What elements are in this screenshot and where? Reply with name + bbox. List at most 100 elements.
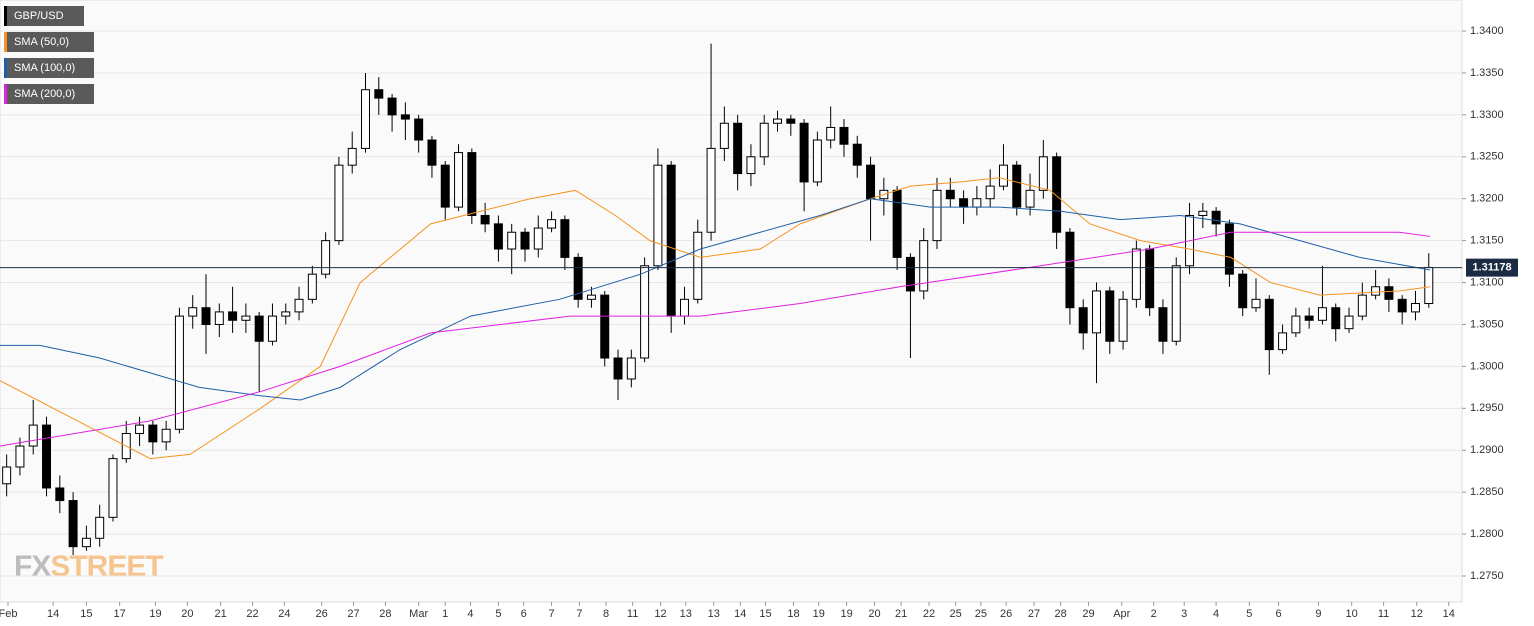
legend-box — [4, 6, 84, 26]
x-tick-label: 11 — [627, 608, 638, 620]
candle-body — [1397, 298, 1407, 313]
x-tick-label: 2 — [1151, 608, 1157, 620]
candle-body — [1105, 290, 1115, 342]
y-tick-label: 1.2950 — [1470, 402, 1504, 414]
candle-body — [1238, 273, 1248, 309]
x-tick-label: 6 — [1276, 608, 1282, 620]
candle-body — [679, 298, 689, 317]
x-tick-label: Apr — [1113, 608, 1130, 620]
candle-body — [507, 231, 517, 250]
x-tick-label: Feb — [0, 608, 17, 620]
x-tick-label: 27 — [1028, 608, 1040, 620]
x-tick-label: 21 — [215, 608, 227, 620]
candle-body — [786, 118, 796, 124]
candle-body — [294, 298, 304, 313]
candle-body — [1052, 156, 1062, 233]
candle-body — [321, 240, 331, 275]
candle-body — [520, 231, 530, 250]
y-tick-label: 1.3300 — [1470, 109, 1504, 121]
candle-body — [640, 265, 650, 359]
candle-body — [1278, 332, 1288, 351]
candle-body — [480, 214, 490, 225]
candle-body — [666, 164, 676, 317]
candle-body — [573, 256, 583, 300]
x-tick-label: 8 — [603, 608, 609, 620]
x-tick-label: 27 — [347, 608, 359, 620]
x-tick-label: 9 — [1315, 608, 1321, 620]
legend-label: SMA (50,0) — [14, 36, 69, 48]
x-tick-label: 4 — [467, 608, 473, 620]
y-tick-label: 1.3200 — [1470, 193, 1504, 205]
candle-body — [719, 122, 729, 149]
candle-body — [985, 185, 995, 200]
candle-body — [28, 424, 38, 447]
legend-label: GBP/USD — [14, 10, 64, 22]
legend-swatch — [4, 6, 7, 26]
candle-body — [42, 424, 52, 489]
candle-body — [905, 256, 915, 292]
x-tick-label: 26 — [1000, 608, 1012, 620]
x-tick-label: 20 — [181, 608, 193, 620]
candle-body — [241, 315, 251, 321]
candle-body — [1131, 248, 1141, 300]
candle-body — [1078, 307, 1088, 334]
candle-body — [932, 189, 942, 242]
candle-body — [440, 164, 450, 208]
x-tick-label: 5 — [1246, 608, 1252, 620]
y-tick-label: 1.2900 — [1470, 444, 1504, 456]
candle-body — [81, 537, 91, 548]
candle-body — [1371, 286, 1381, 296]
candle-body — [959, 198, 969, 208]
candle-body — [1118, 298, 1128, 342]
candle-body — [560, 219, 570, 258]
candle-body — [334, 164, 344, 242]
candle-body — [400, 114, 410, 120]
watermark: FXSTREET — [14, 550, 163, 583]
x-tick-label: 14 — [734, 608, 746, 620]
candle-body — [812, 139, 822, 183]
candle-body — [1317, 307, 1327, 321]
candle-body — [892, 189, 902, 258]
x-tick-label: 15 — [80, 608, 92, 620]
x-tick-label: 24 — [278, 608, 290, 620]
x-tick-label: 25 — [975, 608, 987, 620]
x-tick-label: 28 — [379, 608, 391, 620]
candle-body — [1145, 248, 1155, 309]
x-tick-label: Mar — [409, 608, 428, 620]
candle-body — [653, 164, 663, 267]
watermark-fx: FX — [14, 550, 51, 583]
candle-body — [228, 311, 238, 321]
watermark-street: STREET — [50, 550, 163, 583]
candle-body — [1211, 210, 1221, 225]
candle-body — [427, 139, 437, 166]
candle-body — [613, 357, 623, 380]
candle-body — [1012, 164, 1022, 208]
candle-body — [307, 273, 317, 300]
candle-body — [214, 311, 224, 325]
candle-body — [972, 198, 982, 208]
candle-body — [1224, 223, 1234, 275]
y-tick-label: 1.2800 — [1470, 528, 1504, 540]
legend-box — [4, 84, 94, 104]
x-tick-label: 13 — [708, 608, 720, 620]
candle-body — [826, 126, 836, 141]
candle-body — [1065, 231, 1075, 309]
x-tick-label: 18 — [787, 608, 799, 620]
legend-box — [4, 32, 94, 52]
x-tick-label: 29 — [1082, 608, 1094, 620]
candle-body — [746, 156, 756, 175]
x-tick-label: 6 — [521, 608, 527, 620]
sma-line — [0, 177, 1431, 460]
candle-body — [533, 227, 543, 250]
legend-swatch — [4, 58, 7, 78]
candle-body — [1198, 210, 1208, 216]
candle-body — [866, 164, 876, 200]
candle-body — [693, 231, 703, 300]
x-tick-label: 25 — [949, 608, 961, 620]
candle-body — [1331, 307, 1341, 330]
candle-body — [547, 219, 557, 229]
candle-body — [945, 189, 955, 200]
candle-body — [1291, 315, 1301, 334]
candle-body — [1025, 189, 1035, 208]
candle-body — [15, 445, 25, 468]
